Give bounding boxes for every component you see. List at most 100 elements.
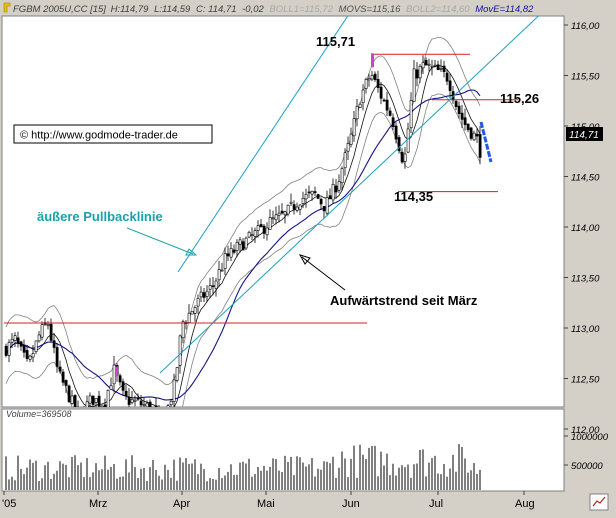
candle-body [463,117,467,125]
candle-body [424,59,428,66]
candle-body [475,133,479,137]
header-change: -0,02 [242,4,264,15]
candle-body [10,338,14,343]
candle-body [325,197,329,214]
candle-body [169,400,173,406]
date-tick-label: Mai [257,498,275,510]
candle-body [409,100,413,129]
header-close: C: 114,71 [196,4,237,15]
candle-body [202,292,206,298]
candle-body [349,133,353,145]
header-movs: MOVS=115,16 [339,4,402,15]
copyright-box [13,124,213,144]
candle-body [298,204,302,210]
candle-body [223,253,227,269]
candle-body [412,68,416,102]
candle-body [25,349,29,359]
candle-body [268,217,272,230]
header-move: MovE=114,82 [475,4,534,15]
ema-line [5,89,481,401]
candle-body [280,210,284,214]
candle-body [181,321,185,339]
candle-body [85,401,89,407]
candle-body [97,395,101,407]
candle-body [241,241,245,251]
candle-body [58,366,62,372]
highlight-candle [371,53,374,68]
copyright-text: © http://www.godmode-trader.de [20,130,178,142]
candle-body [55,347,59,367]
candle-body [22,345,26,353]
candle-body [364,79,368,89]
candle-body [466,123,470,130]
candle-body [73,395,77,407]
candle-body [145,402,149,407]
candle-body [262,225,266,234]
candle-body [37,334,41,342]
candle-body [256,225,260,231]
candle-body [388,110,392,116]
uptrend-arrow [298,254,346,291]
candle-body [433,64,437,67]
candle-body [430,65,434,68]
price-tick-label: 114,50 [571,173,600,184]
candle-body [208,285,212,290]
price-tick-label: 113,00 [571,324,600,335]
candle-body [61,371,65,383]
candle-body [205,290,209,297]
candle-body [337,181,341,191]
candle-body [328,195,332,199]
candle-body [277,212,281,216]
candle-body [469,127,473,139]
candle-body [40,324,44,338]
candle-body [421,62,425,69]
candle-body [361,89,365,103]
candle-body [367,78,371,81]
date-tick-label: Jul [429,498,443,510]
volume-tick-label: 500000 [571,461,603,472]
level-low-label: 114,35 [394,189,433,204]
candle-body [172,379,176,402]
candle-body [139,400,143,406]
price-tick-label: 113,50 [571,274,600,285]
candle-body [88,395,92,404]
candle-body [175,367,179,381]
uptrend-line [159,16,540,374]
current-price-tag: 114,71 [566,127,603,141]
candle-body [94,398,98,403]
candle-body [67,385,71,403]
candle-body [370,75,374,80]
date-tick-label: Apr [173,498,190,510]
pullback-line-label: äußere Pullbacklinie [37,209,163,224]
date-axis: '05 Mrz Apr Mai Jun Jul Aug [2,491,535,510]
candle-body [400,151,404,163]
chart-icon [3,2,11,13]
candle-body [211,285,215,287]
candle-body [124,390,128,397]
candle-body [16,337,20,344]
candle-body [454,100,458,108]
candle-body [13,335,17,341]
ema-line [5,89,481,401]
candle-body [130,399,134,403]
current-price-value: 114,71 [569,130,599,141]
candle-body [373,73,377,80]
candle-body [121,381,125,391]
header-readout: FGBM 2005U,CC [15] H:114,79 L:114,59 C: … [13,4,534,15]
candle-body [229,248,233,258]
candle-body [190,310,194,315]
candle-body [265,227,269,236]
candle-body [220,269,224,272]
candle-body [112,364,116,385]
header-high: H:114,79 [111,4,150,15]
chart-header: FGBM 2005U,CC [15] H:114,79 L:114,59 C: … [3,2,534,15]
candle-body [217,269,221,281]
candle-body [379,86,383,99]
candle-body [4,345,8,356]
candle-body [250,234,254,236]
candle-body [385,99,389,111]
candle-body [259,224,263,227]
level-high-label: 115,71 [316,34,355,49]
date-tick-label: Jun [342,498,360,510]
